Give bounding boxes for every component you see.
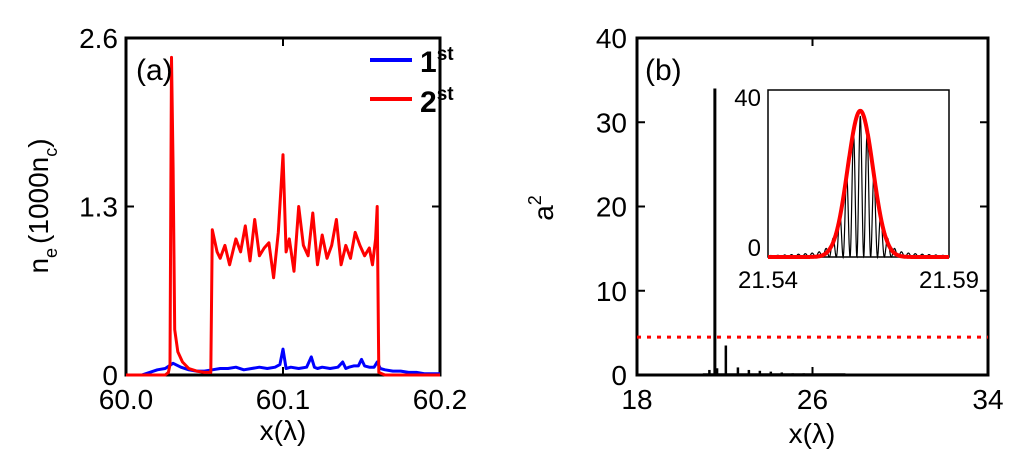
inset-x-tick-label-right: 21.59: [919, 267, 979, 294]
inset-envelope-line: [768, 108, 949, 259]
panel-a-y-tick-label: 0: [102, 360, 118, 391]
panel-a-x-axis-label: x(λ): [260, 415, 307, 446]
panel-a-label: (a): [136, 54, 173, 87]
inset-y-tick-label-bottom: 0: [748, 235, 761, 262]
panel-b-series: [637, 88, 988, 375]
panel-a-x-tick-label: 60.1: [256, 384, 311, 415]
panel-b-y-tick-labels: 0 10 20 30 40: [596, 23, 627, 391]
legend-label-series-1: 1st: [420, 44, 454, 79]
inset-x-tick-label-left: 21.54: [738, 267, 798, 294]
panel-b: 0 10 20 30 40 18 26 34 (b) x(λ) a2 40 0 21.54 …: [525, 23, 1004, 449]
panel-b-x-axis-label: x(λ): [789, 418, 836, 449]
panel-b-x-tick-label: 34: [972, 384, 1003, 415]
panel-b-y-tick-label: 20: [596, 192, 627, 223]
panel-b-label: (b): [645, 54, 682, 87]
panel-a-y-tick-label: 1.3: [79, 192, 118, 223]
inset-series: [767, 108, 950, 260]
inset-y-tick-label-top: 40: [734, 85, 761, 112]
panel-a-x-tick-label: 60.2: [413, 384, 468, 415]
panel-a-legend: 1st 2st: [370, 44, 454, 119]
panel-a: 0 1.3 2.6 60.0 60.1 60.2 (a) 1st 2st x(λ) ne…: [23, 23, 467, 446]
panel-a-y-tick-label: 2.6: [79, 23, 118, 54]
panel-a-series: [126, 55, 440, 377]
panel-a-frame: [124, 36, 442, 377]
legend-label-series-2: 2st: [420, 84, 454, 119]
panel-b-y-tick-label: 30: [596, 107, 627, 138]
panel-b-x-tick-labels: 18 26 34: [621, 384, 1003, 415]
panel-b-y-axis-label: a2: [525, 195, 559, 221]
panel-b-ticks: [636, 37, 989, 376]
panel-a-y-tick-labels: 0 1.3 2.6: [79, 23, 118, 391]
panel-b-x-tick-label: 18: [621, 384, 652, 415]
panel-b-inset: 40 0 21.54 21.59: [734, 85, 979, 294]
panel-a-x-tick-labels: 60.0 60.1 60.2: [99, 384, 468, 415]
panel-a-y-axis-label: ne(1000nc): [23, 138, 61, 273]
panel-a-series-2-line: [126, 55, 440, 377]
panel-a-x-tick-label: 60.0: [99, 384, 154, 415]
panel-b-x-tick-label: 26: [797, 384, 828, 415]
panel-b-y-tick-label: 10: [596, 276, 627, 307]
panel-b-y-tick-label: 0: [611, 360, 627, 391]
panel-b-y-tick-label: 40: [596, 23, 627, 54]
